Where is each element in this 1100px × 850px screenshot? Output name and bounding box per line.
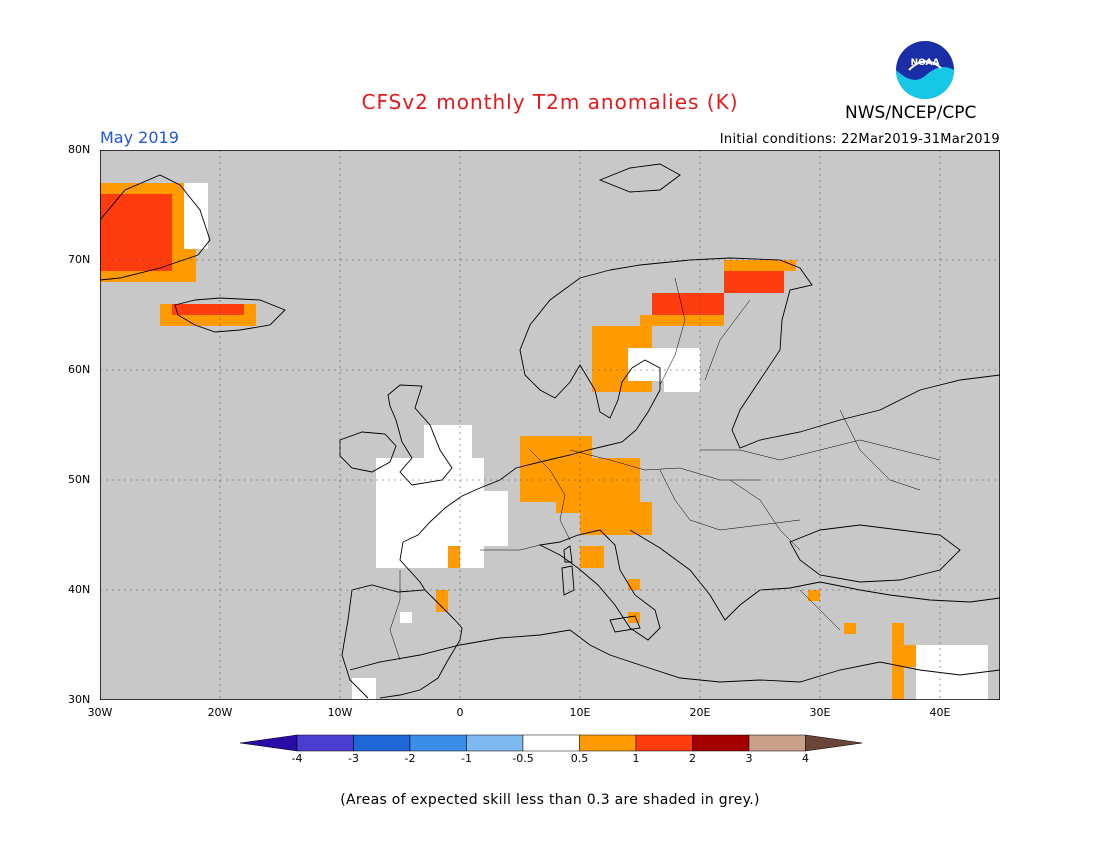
anomaly-cell-warm [844, 623, 856, 634]
anomaly-cell-warm [448, 546, 460, 568]
anomaly-cell-neutral [916, 645, 988, 700]
lon-tick-label: 0 [456, 706, 464, 719]
lon-tick-label: 10W [327, 706, 353, 719]
anomaly-cell-warm [808, 590, 820, 601]
lat-tick-label: 70N [68, 253, 91, 266]
anomaly-cell-neutral [400, 612, 412, 623]
coastlines [99, 163, 1001, 699]
colorbar-segment [692, 734, 750, 752]
lat-tick-label: 80N [68, 143, 91, 156]
colorbar [239, 734, 863, 752]
colorbar-right-arrow [805, 734, 863, 752]
anomaly-cell-warm [640, 315, 724, 326]
anomaly-cell-warm [628, 612, 640, 623]
lat-tick-label: 30N [68, 693, 91, 706]
colorbar-label: 0.5 [570, 752, 589, 765]
colorbar-label: -3 [348, 752, 359, 765]
lat-tick-label: 50N [68, 473, 91, 486]
svg-text:NOAA: NOAA [911, 58, 940, 68]
footnote: (Areas of expected skill less than 0.3 a… [340, 792, 760, 808]
colorbar-segment [409, 734, 467, 752]
colorbar-segment [579, 734, 637, 752]
grid-lines [100, 150, 1000, 700]
map-canvas [99, 149, 1001, 701]
colorbar-segment [522, 734, 580, 752]
lon-tick-label: 10E [569, 706, 591, 719]
map-background [100, 150, 1000, 700]
month-label: May 2019 [100, 128, 179, 147]
colorbar-segment [466, 734, 524, 752]
anomaly-cell-warm [628, 579, 640, 590]
anomaly-cell-hot [172, 304, 244, 315]
anomaly-cell-warm [436, 590, 448, 612]
anomaly-cell-warm [580, 502, 652, 535]
chart-title: CFSv2 monthly T2m anomalies (K) [361, 90, 739, 114]
colorbar-label: -4 [291, 752, 303, 765]
org-label: NWS/NCEP/CPC [845, 103, 977, 123]
anomaly-cell-neutral [352, 678, 376, 700]
colorbar-segment [748, 734, 806, 752]
colorbar-left-arrow [239, 734, 298, 752]
anomaly-cell-neutral [412, 491, 508, 546]
colorbar-label: 2 [689, 752, 696, 765]
colorbar-svg [239, 734, 863, 752]
anomaly-cell-neutral [664, 370, 700, 392]
initial-conditions-label: Initial conditions: 22Mar2019-31Mar2019 [719, 132, 1000, 147]
anomaly-cell-neutral [184, 183, 208, 249]
anomaly-cell-warm [724, 260, 796, 271]
anomaly-map [99, 149, 1001, 701]
colorbar-label: -0.5 [512, 752, 534, 765]
anomaly-cell-hot [100, 194, 172, 271]
lon-tick-label: 20E [689, 706, 711, 719]
anomaly-cells [100, 183, 988, 700]
anomaly-cell-hot [724, 271, 784, 293]
colorbar-segment [353, 734, 411, 752]
anomaly-cell-warm [580, 546, 604, 568]
colorbar-label: 3 [745, 752, 753, 765]
noaa-logo: NOAA [895, 40, 955, 100]
lat-tick-label: 60N [68, 363, 91, 376]
lat-tick-label: 40N [68, 583, 91, 596]
colorbar-label: -1 [461, 752, 472, 765]
anomaly-cell-warm [904, 645, 916, 667]
colorbar-segment [296, 734, 354, 752]
colorbar-segment [635, 734, 693, 752]
colorbar-label: 1 [632, 752, 640, 765]
lon-tick-label: 20W [207, 706, 233, 719]
colorbar-label: 4 [802, 752, 809, 765]
lon-tick-label: 30W [87, 706, 113, 719]
anomaly-cell-warm [892, 623, 904, 700]
lon-tick-label: 30E [809, 706, 831, 719]
lon-tick-label: 40E [929, 706, 951, 719]
colorbar-label: -2 [404, 752, 416, 765]
